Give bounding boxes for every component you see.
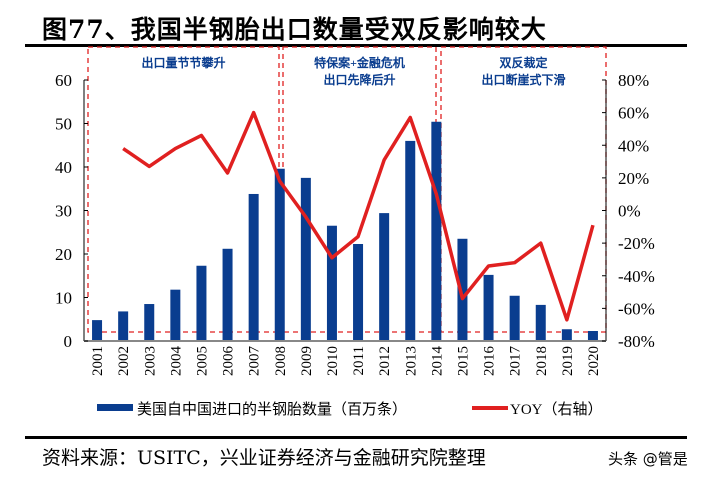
bar-2011 bbox=[353, 243, 364, 341]
right-tick-label: 0% bbox=[618, 202, 641, 221]
annotation-text: 特保案+金融危机 bbox=[314, 55, 405, 70]
bar-2010 bbox=[326, 225, 337, 341]
legend-label-line: YOY（右轴） bbox=[510, 401, 603, 418]
x-tick-label: 2009 bbox=[299, 346, 315, 376]
source-rule bbox=[25, 436, 687, 439]
bar-2015 bbox=[457, 238, 468, 341]
x-tick-label: 2003 bbox=[142, 346, 158, 376]
x-tick-label: 2001 bbox=[90, 346, 106, 376]
x-tick-label: 2016 bbox=[482, 346, 498, 377]
bar-2002 bbox=[118, 311, 129, 341]
x-tick-label: 2010 bbox=[325, 346, 341, 376]
x-tick-label: 2014 bbox=[429, 346, 445, 377]
left-tick-label: 50 bbox=[55, 115, 72, 134]
x-tick-label: 2018 bbox=[534, 346, 550, 376]
bar-2014 bbox=[431, 121, 442, 341]
legend-swatch-line bbox=[472, 406, 508, 410]
bar-2008 bbox=[274, 168, 285, 341]
x-tick-label: 2015 bbox=[455, 346, 471, 376]
left-tick-label: 30 bbox=[55, 202, 72, 221]
x-tick-label: 2006 bbox=[221, 346, 237, 377]
x-tick-label: 2007 bbox=[247, 346, 263, 377]
bar-2013 bbox=[405, 140, 416, 341]
title-rule bbox=[25, 44, 687, 47]
bar-2020 bbox=[587, 330, 598, 341]
bar-2016 bbox=[483, 274, 494, 341]
left-tick-label: 40 bbox=[55, 158, 72, 177]
left-tick-label: 10 bbox=[55, 289, 72, 308]
legend-swatch-bar bbox=[97, 404, 133, 411]
source-note: 资料来源：USITC，兴业证券经济与金融研究院整理 bbox=[42, 447, 486, 469]
right-tick-label: -80% bbox=[618, 332, 655, 351]
x-tick-label: 2002 bbox=[116, 346, 132, 376]
x-tick-label: 2017 bbox=[508, 346, 524, 377]
figure-title: 图77、我国半钢胎出口数量受双反影响较大 bbox=[42, 15, 547, 44]
bar-2004 bbox=[170, 289, 181, 341]
left-tick-label: 60 bbox=[55, 71, 72, 90]
right-tick-label: 40% bbox=[618, 136, 649, 155]
x-tick-label: 2012 bbox=[377, 346, 393, 376]
x-tick-label: 2013 bbox=[403, 346, 419, 376]
right-tick-label: -40% bbox=[618, 267, 655, 286]
x-tick-label: 2019 bbox=[560, 346, 576, 376]
left-tick-label: 0 bbox=[64, 332, 73, 351]
bar-2005 bbox=[196, 265, 207, 341]
bar-2009 bbox=[300, 177, 311, 341]
watermark: 头条 @管是 bbox=[608, 450, 688, 468]
right-tick-label: 20% bbox=[618, 169, 649, 188]
x-tick-label: 2005 bbox=[194, 346, 210, 376]
bar-2012 bbox=[379, 213, 390, 341]
bar-2018 bbox=[535, 304, 546, 341]
bar-2007 bbox=[248, 193, 259, 341]
bar-2019 bbox=[561, 329, 572, 341]
bar-2006 bbox=[222, 248, 233, 341]
annotation-text: 出口先降后升 bbox=[323, 72, 395, 87]
bar-2017 bbox=[509, 295, 520, 341]
x-tick-label: 2011 bbox=[351, 346, 367, 375]
bar-2003 bbox=[144, 304, 155, 341]
right-tick-label: -60% bbox=[618, 299, 655, 318]
legend-label-bar: 美国自中国进口的半钢胎数量（百万条） bbox=[137, 401, 407, 418]
right-tick-label: -20% bbox=[618, 234, 655, 253]
annotation-text: 双反裁定 bbox=[499, 55, 547, 70]
x-tick-label: 2020 bbox=[586, 346, 602, 376]
x-tick-label: 2008 bbox=[273, 346, 289, 376]
right-tick-label: 60% bbox=[618, 104, 649, 123]
bar-2001 bbox=[92, 320, 103, 341]
annotation-text: 出口量节节攀升 bbox=[141, 55, 225, 70]
x-tick-label: 2004 bbox=[168, 346, 184, 377]
right-tick-label: 80% bbox=[618, 71, 649, 90]
left-tick-label: 20 bbox=[55, 245, 72, 264]
annotation-text: 出口断崖式下滑 bbox=[481, 72, 565, 87]
